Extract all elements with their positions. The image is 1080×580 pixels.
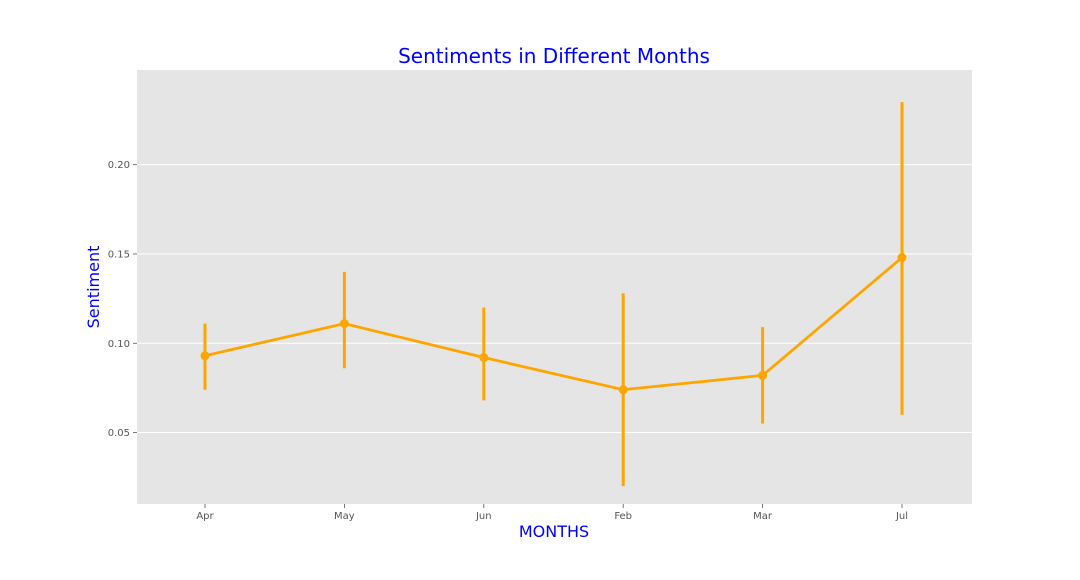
x-tick-label: Jul: [895, 511, 908, 522]
y-tick-label: 0.05: [108, 428, 130, 439]
x-tick-label: Apr: [196, 511, 214, 522]
chart-title: Sentiments in Different Months: [398, 44, 710, 68]
y-axis-title: Sentiment: [84, 246, 103, 329]
y-tick-label: 0.20: [108, 160, 130, 171]
axis-layer: 0.05 0.10 0.15 0.20 Apr May Jun Feb Mar Jul: [108, 160, 908, 522]
x-tick-label: May: [334, 511, 355, 522]
x-tick-label: Mar: [753, 511, 773, 522]
data-point: [618, 385, 628, 395]
data-point: [897, 253, 907, 263]
y-tick-label: 0.10: [108, 339, 130, 350]
grid-layer: [137, 164, 972, 434]
plot-area-background: [137, 70, 972, 504]
series-layer: [200, 102, 907, 487]
x-tick-label: Feb: [614, 511, 632, 522]
data-point: [339, 319, 349, 329]
y-tick-label: 0.15: [108, 249, 130, 260]
data-point: [758, 370, 768, 380]
data-point: [200, 351, 210, 361]
series-line: [204, 256, 903, 392]
x-tick-label: Jun: [475, 511, 492, 522]
x-axis-title: MONTHS: [519, 522, 589, 541]
data-point: [479, 353, 489, 363]
